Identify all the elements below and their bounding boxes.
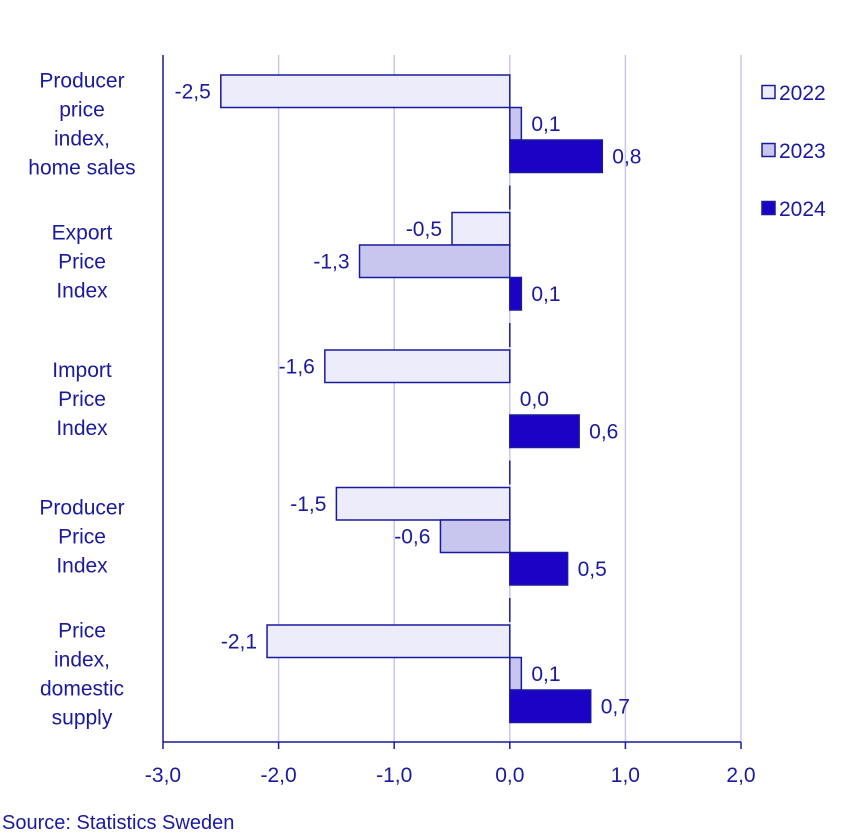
- bar-2024: [509, 414, 580, 449]
- bar-2022: [266, 624, 511, 659]
- category-label: Price: [58, 525, 106, 548]
- legend-label-2023: 2023: [779, 140, 826, 163]
- data-label-2022: -2,1: [221, 630, 257, 653]
- bar-2024: [509, 689, 592, 724]
- data-label-2023: 0,1: [531, 663, 560, 686]
- bar-2022: [220, 74, 511, 109]
- legend-label-2024: 2024: [779, 198, 826, 221]
- data-label-2022: -1,6: [279, 355, 315, 378]
- category-label: Index: [56, 554, 108, 577]
- data-label-2024: 0,8: [612, 145, 641, 168]
- data-label-2024: 0,7: [601, 695, 630, 718]
- bar-2023: [509, 106, 523, 141]
- source-note: Source: Statistics Sweden: [2, 812, 235, 834]
- x-tick-label: -3,0: [145, 764, 181, 787]
- data-label-2024: 0,6: [589, 420, 618, 443]
- data-label-2022: -1,5: [290, 493, 326, 516]
- category-label: home sales: [28, 156, 135, 179]
- legend-swatch-2022: [761, 84, 776, 100]
- category-label: Price: [58, 250, 106, 273]
- bar-2023: [509, 656, 523, 691]
- category-label: domestic: [40, 677, 124, 700]
- x-tick-label: -2,0: [261, 764, 297, 787]
- bar-2024: [509, 276, 523, 311]
- bar-2024: [509, 139, 604, 174]
- data-label-2022: -2,5: [175, 80, 211, 103]
- bar-2024: [509, 551, 569, 586]
- category-label: index,: [54, 127, 110, 150]
- category-label: Export: [52, 221, 113, 244]
- data-label-2023: -1,3: [313, 250, 349, 273]
- bar-2022: [324, 349, 511, 384]
- bar-2023: [439, 519, 511, 554]
- category-label: Index: [56, 279, 108, 302]
- data-label-2024: 0,1: [531, 283, 560, 306]
- legend-swatch-2023: [761, 142, 776, 158]
- x-tick-label: -1,0: [376, 764, 412, 787]
- category-label: Price: [58, 388, 106, 411]
- legend-label-2022: 2022: [779, 82, 826, 105]
- bar-2023: [358, 244, 511, 279]
- x-tick-label: 1,0: [611, 764, 640, 787]
- category-label: index,: [54, 648, 110, 671]
- data-label-2023: -0,6: [394, 525, 430, 548]
- bar-2022: [335, 486, 511, 521]
- category-label: Producer: [39, 496, 124, 519]
- data-label-2024: 0,5: [578, 558, 607, 581]
- category-label: Import: [52, 359, 112, 382]
- bar-2022: [451, 211, 511, 246]
- x-tick-label: 0,0: [495, 764, 524, 787]
- category-label: Price: [58, 619, 106, 642]
- data-label-2023: 0,0: [520, 388, 549, 411]
- category-label: Producer: [39, 69, 124, 92]
- x-tick-label: 2,0: [726, 764, 755, 787]
- data-label-2022: -0,5: [406, 218, 442, 241]
- legend-swatch-2024: [761, 200, 776, 216]
- data-label-2023: 0,1: [531, 113, 560, 136]
- category-label: supply: [52, 706, 113, 729]
- category-label: Index: [56, 417, 108, 440]
- category-label: price: [59, 98, 105, 121]
